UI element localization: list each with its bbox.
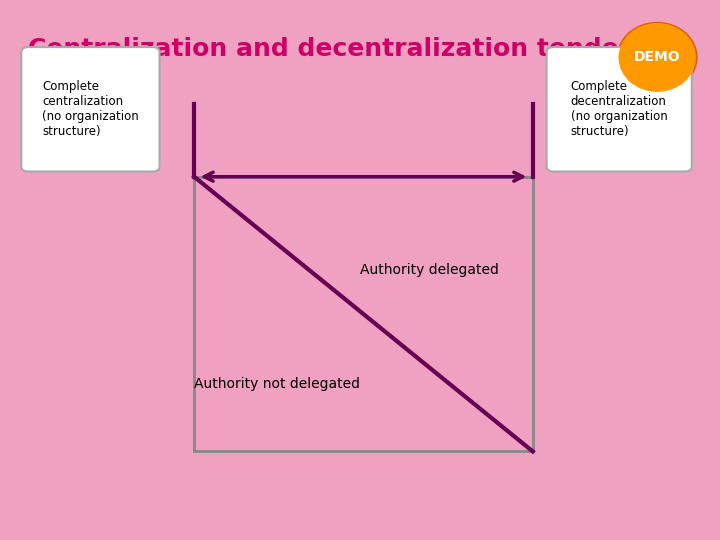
Text: Authority delegated: Authority delegated (360, 263, 498, 277)
Text: Complete
decentralization
(no organization
structure): Complete decentralization (no organizati… (571, 80, 667, 138)
Text: Complete
centralization
(no organization
structure): Complete centralization (no organization… (42, 80, 139, 138)
Ellipse shape (618, 23, 697, 92)
FancyBboxPatch shape (546, 47, 692, 172)
Ellipse shape (619, 24, 696, 91)
Text: DEMO: DEMO (634, 50, 680, 64)
FancyBboxPatch shape (22, 47, 160, 172)
Text: Centralization and decentralization tendencies: Centralization and decentralization tend… (28, 37, 692, 60)
Bar (194, 177, 533, 451)
Text: Authority not delegated: Authority not delegated (194, 377, 360, 391)
Ellipse shape (623, 26, 692, 89)
